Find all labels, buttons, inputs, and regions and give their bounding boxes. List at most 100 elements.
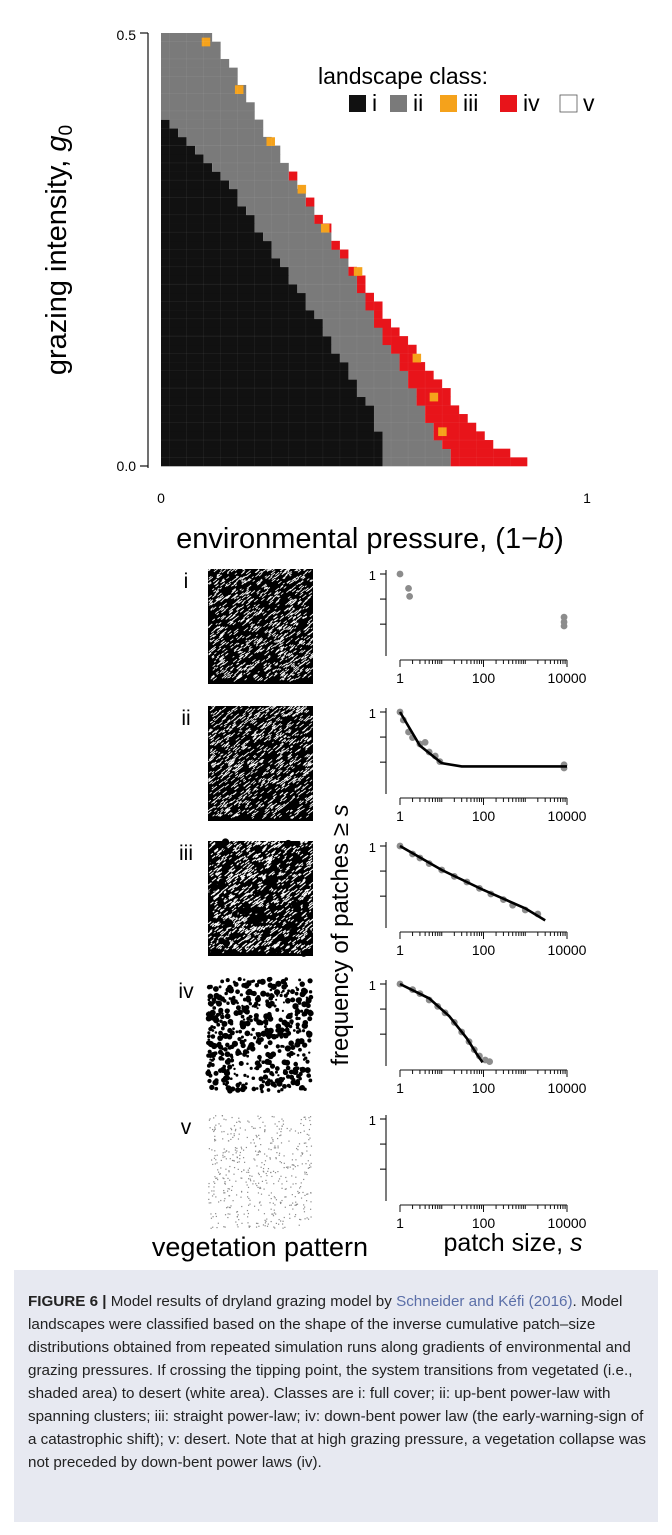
legend-swatch-ii [390,95,407,112]
class-ii-cells [271,249,340,259]
class-i-cells [161,310,315,320]
class-ii-cells [169,119,264,129]
class-ii-cells [331,344,392,354]
data-point [560,613,568,621]
class-i-cells [161,232,264,242]
data-point [421,739,429,746]
class-ii-cells [237,188,306,198]
class-ii-cells [220,171,289,181]
data-point [406,593,414,600]
pattern-label-iii: iii [179,842,193,865]
patch-size-x-label: patch size, s [444,1229,583,1257]
pattern-ii: ii [181,703,316,821]
y-tick-label-bottom: 0.0 [117,458,137,474]
legend-swatch-i [349,95,366,112]
class-ii-cells [382,457,451,467]
class-i-cells [161,154,204,164]
y-tick-label: 1 [369,840,376,855]
legend-label-v: v [583,90,595,116]
class-ii-cells [382,431,434,441]
class-iv-cells [288,171,298,181]
class-ii-cells [263,232,332,242]
class-iv-cells [314,214,323,224]
class-iv-cells [331,240,340,250]
class-i-cells [161,197,238,207]
x-tick-label: 100 [472,1080,496,1096]
class-ii-cells [356,388,417,398]
class-ii-cells [237,197,306,207]
x-tick-label: 1 [396,670,404,686]
class-i-cells [161,457,383,467]
class-i-cells [161,275,289,285]
class-i-cells [161,206,247,216]
class-i-cells [161,258,281,268]
x-tick-label: 100 [472,942,496,958]
caption-text-1: Model results of dryland grazing model b… [106,1293,397,1310]
class-iv-cells [425,414,468,423]
caption-reference-link[interactable]: Schneider and Kéfi (2016) [396,1293,573,1310]
vegetation-pattern-label: vegetation pattern [152,1232,368,1262]
class-ii-cells [203,154,281,164]
class-i-cells [161,188,238,198]
class-iv-cells [356,284,366,294]
class-ii-cells [348,362,400,372]
class-iv-cells [391,344,417,354]
pattern-label-i: i [184,570,189,593]
figure-label: FIGURE 6 | [28,1293,107,1310]
class-iv-cells [408,379,443,389]
class-i-cells [161,318,323,328]
fit-line [399,982,484,1064]
pattern-iii: iii [179,837,316,957]
class-i-cells [161,362,349,372]
class-ii-cells [331,336,383,346]
class-ii-cells [382,440,443,449]
heatmap-x-label: environmental pressure, (1−b) [176,523,564,555]
class-ii-cells [212,162,289,172]
y-tick-label-top: 0.5 [117,27,137,43]
legend-label-iv: iv [523,90,540,116]
class-ii-cells [161,93,247,103]
class-iv-cells [450,448,511,458]
class-ii-cells [348,370,409,380]
class-i-cells [161,422,374,432]
class-i-cells [161,431,383,441]
class-ii-cells [161,50,221,60]
class-i-cells [161,292,306,302]
class-iv-cells [348,266,357,276]
class-i-cells [161,223,255,233]
x-tick-label: 100 [472,670,496,686]
class-i-cells [161,336,332,346]
class-iv-cells [408,370,434,380]
x-tick-label: 10000 [548,1215,587,1231]
class-i-cells [161,128,179,138]
class-i-cells [161,388,357,398]
class-i-cells [161,171,221,181]
pattern-i: i [184,565,316,684]
data-point [560,622,568,630]
class-iv-cells [356,275,366,285]
y-tick-label: 1 [369,706,376,721]
class-ii-cells [297,284,357,294]
class-i-cells [161,327,323,337]
class-ii-cells [374,414,426,423]
class-i-cells [161,240,272,250]
class-i-cells [161,344,332,354]
data-point [405,585,412,592]
class-ii-cells [288,275,357,285]
class-ii-cells [254,214,315,224]
class-ii-cells [161,58,230,68]
class-iv-cells [374,318,392,328]
class-iv-cells [382,336,409,346]
class-ii-cells [161,102,255,112]
pattern-label-iv: iv [178,980,194,1003]
heatmap-y-label: grazing intensity, g0 [41,125,77,375]
class-iv-cells [416,388,451,398]
class-ii-cells [280,258,349,268]
class-i-cells [161,214,255,224]
class-iv-cells [425,405,460,415]
legend-swatch-iii [440,95,457,112]
class-iv-cells [382,327,400,337]
class-i-cells [161,136,187,146]
y-tick-label: 1 [369,1113,376,1128]
